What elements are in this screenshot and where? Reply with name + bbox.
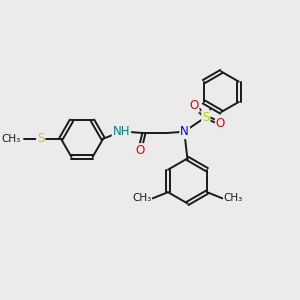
Text: O: O — [135, 144, 144, 157]
Text: CH₃: CH₃ — [1, 134, 20, 144]
Text: NH: NH — [113, 125, 130, 138]
Text: O: O — [189, 99, 199, 112]
Text: CH₃: CH₃ — [132, 194, 151, 203]
Text: S: S — [37, 132, 44, 145]
Text: S: S — [202, 111, 209, 124]
Text: N: N — [180, 125, 189, 138]
Text: CH₃: CH₃ — [224, 194, 243, 203]
Text: O: O — [216, 117, 225, 130]
